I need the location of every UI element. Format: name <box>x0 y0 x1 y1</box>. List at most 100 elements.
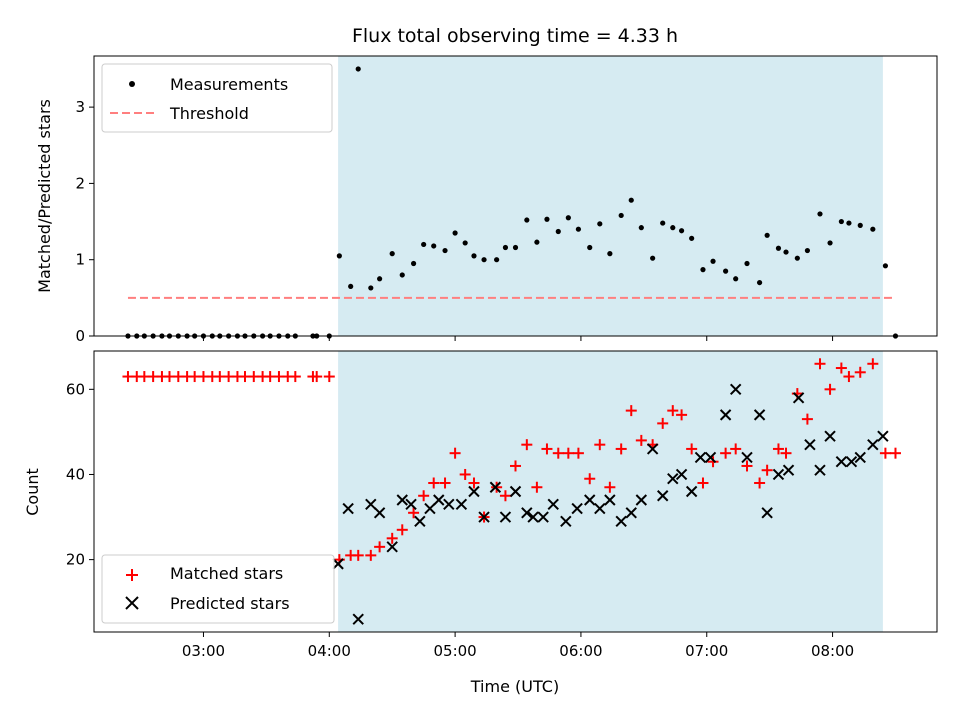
x-tick-label: 04:00 <box>308 642 351 660</box>
predicted-star-point <box>867 438 879 451</box>
predicted-star-point <box>365 498 377 510</box>
predicted-star-point <box>332 558 344 570</box>
matched-star-point <box>772 443 784 455</box>
y-tick-label: 3 <box>75 98 85 116</box>
measurement-point <box>471 253 477 259</box>
matched-star-point <box>889 447 901 459</box>
measurement-point <box>348 283 354 290</box>
measurement-point <box>783 249 789 255</box>
measurement-point <box>502 244 509 251</box>
predicted-star-point <box>478 511 490 523</box>
measurement-point <box>481 257 487 263</box>
measurement-point <box>838 218 844 225</box>
predicted-star-point <box>584 494 596 506</box>
top-x-ticks <box>202 336 834 341</box>
top-y-axis: 0 1 2 3 <box>75 98 94 345</box>
measurement-point <box>710 258 716 264</box>
matched-star-point <box>365 549 377 561</box>
top-y-axis-label: Matched/Predicted stars <box>35 99 54 293</box>
y-tick-label: 40 <box>66 465 85 483</box>
matched-star-point <box>697 477 709 489</box>
predicted-star-point <box>604 494 616 506</box>
predicted-star-point <box>455 498 468 510</box>
predicted-star-point <box>877 430 889 442</box>
matched-star-point <box>720 447 732 459</box>
matched-star-point <box>667 405 679 417</box>
matched-star-point <box>594 439 606 451</box>
legend-matched-marker <box>126 569 138 581</box>
measurement-point <box>575 226 582 232</box>
predicted-star-point <box>635 494 648 506</box>
matched-star-point <box>843 371 855 383</box>
measurement-point <box>817 211 823 217</box>
predicted-star-point <box>685 485 698 498</box>
predicted-star-point <box>753 409 766 421</box>
matched-star-point <box>867 358 879 370</box>
predicted-star-point <box>782 464 795 476</box>
legend-predicted-label: Predicted stars <box>170 594 290 613</box>
matched-star-point <box>374 541 386 553</box>
predicted-star-point <box>352 613 364 625</box>
matched-star-point <box>311 371 323 383</box>
matched-star-point <box>521 439 533 451</box>
measurement-point <box>827 240 833 246</box>
measurement-point <box>377 276 383 282</box>
x-tick-label: 03:00 <box>182 642 225 660</box>
predicted-star-point <box>547 498 559 510</box>
bottom-y-axis-label: Count <box>23 468 42 516</box>
measurement-point <box>389 251 395 257</box>
predicted-star-point <box>804 438 816 451</box>
legend-threshold-label: Threshold <box>169 104 249 123</box>
predicted-star-point <box>792 392 805 404</box>
measurement-point <box>846 220 852 226</box>
matched-star-point <box>289 371 301 383</box>
matched-star-point <box>584 473 596 485</box>
predicted-star-point <box>694 451 707 464</box>
matched-star-point <box>572 447 584 459</box>
predicted-star-point <box>814 464 826 476</box>
measurement-point <box>355 66 361 72</box>
measurement-point <box>452 230 458 236</box>
predicted-star-point <box>741 451 753 464</box>
matched-star-point <box>323 371 335 383</box>
measurement-point <box>534 239 540 245</box>
measurement-point <box>804 247 811 254</box>
predicted-star-point <box>537 511 549 523</box>
predicted-star-point <box>761 507 773 519</box>
predicted-star-point <box>657 490 669 502</box>
predicted-stars-points <box>332 383 889 625</box>
measurement-point <box>882 263 889 269</box>
predicted-star-point <box>396 494 408 506</box>
matched-star-point <box>686 443 698 455</box>
matched-star-point <box>761 464 773 476</box>
matched-star-point <box>835 362 847 374</box>
predicted-star-point <box>433 494 445 506</box>
bottom-y-axis: 20 40 60 <box>66 380 94 569</box>
y-tick-label: 0 <box>75 327 85 345</box>
measurement-point <box>744 260 750 267</box>
predicted-star-point <box>729 383 742 396</box>
x-tick-label: 07:00 <box>685 642 728 660</box>
measurement-point <box>756 279 763 286</box>
predicted-star-point <box>509 485 522 498</box>
matched-star-point <box>499 490 511 502</box>
x-tick-label: 08:00 <box>811 642 854 660</box>
matched-star-point <box>780 447 792 459</box>
legend-matched-label: Matched stars <box>170 564 283 583</box>
top-highlight-span <box>338 56 883 336</box>
measurement-point <box>794 255 800 261</box>
measurement-point <box>628 197 634 203</box>
measurement-point <box>597 221 603 227</box>
matched-star-point <box>801 413 813 425</box>
predicted-star-point <box>854 451 866 464</box>
chart-title: Flux total observing time = 4.33 h <box>352 25 678 47</box>
measurement-point <box>607 251 613 257</box>
matched-star-point <box>707 456 719 468</box>
matched-star-point <box>510 460 521 472</box>
predicted-star-point <box>342 502 354 515</box>
predicted-star-point <box>571 502 583 515</box>
matched-star-point <box>824 383 836 395</box>
matched-star-point <box>352 549 364 561</box>
matched-star-point <box>531 481 543 493</box>
